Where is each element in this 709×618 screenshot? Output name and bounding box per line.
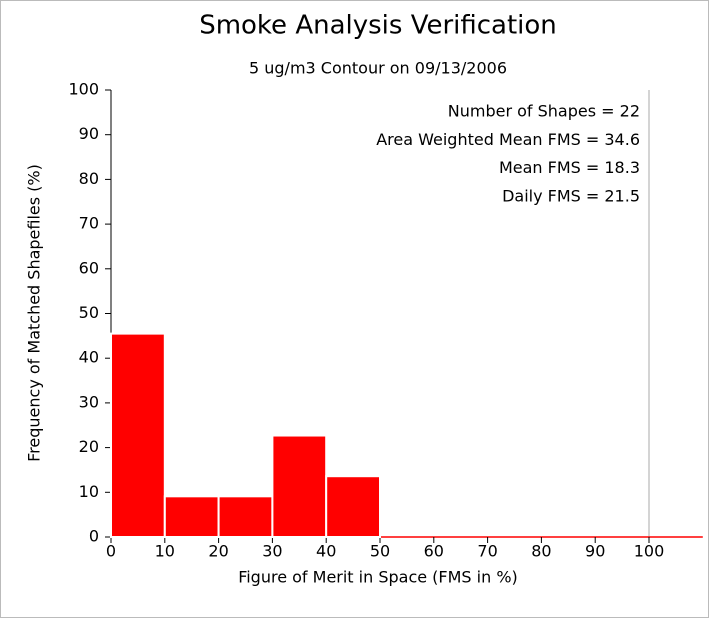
y-axis-label: Frequency of Matched Shapefiles (%): [25, 164, 44, 462]
annotation: Number of Shapes = 22: [448, 102, 640, 121]
y-tick-label: 30: [79, 392, 99, 411]
bar: [110, 332, 166, 538]
bar: [163, 495, 220, 538]
y-tick-label: 20: [79, 437, 99, 456]
annotation: Daily FMS = 21.5: [502, 186, 640, 205]
x-axis-label: Figure of Merit in Space (FMS in %): [238, 568, 518, 587]
y-tick-label: 70: [79, 214, 99, 233]
y-tick-label: 50: [79, 303, 99, 322]
y-tick-label: 40: [79, 348, 99, 367]
y-tick-label: 0: [89, 527, 99, 546]
chart-title: Smoke Analysis Verification: [199, 11, 557, 41]
bar: [325, 475, 382, 539]
x-tick-label: 80: [531, 542, 551, 561]
y-tick-label: 60: [79, 258, 99, 277]
x-tick-label: 70: [477, 542, 497, 561]
x-tick-label: 60: [424, 542, 444, 561]
bar: [217, 495, 274, 538]
x-tick-label: 100: [634, 542, 665, 561]
annotation: Mean FMS = 18.3: [499, 158, 640, 177]
y-tick-label: 100: [68, 80, 99, 99]
x-tick-label: 20: [208, 542, 228, 561]
y-tick-label: 90: [79, 124, 99, 143]
bar: [271, 434, 328, 539]
chart-subtitle: 5 ug/m3 Contour on 09/13/2006: [249, 59, 507, 78]
x-tick-label: 50: [370, 542, 390, 561]
x-tick-label: 90: [585, 542, 605, 561]
x-tick-label: 40: [316, 542, 336, 561]
x-tick-label: 30: [262, 542, 282, 561]
y-tick-label: 10: [79, 482, 99, 501]
y-tick-label: 80: [79, 169, 99, 188]
x-tick-label: 10: [155, 542, 175, 561]
annotation: Area Weighted Mean FMS = 34.6: [376, 130, 640, 149]
x-tick-label: 0: [106, 542, 116, 561]
